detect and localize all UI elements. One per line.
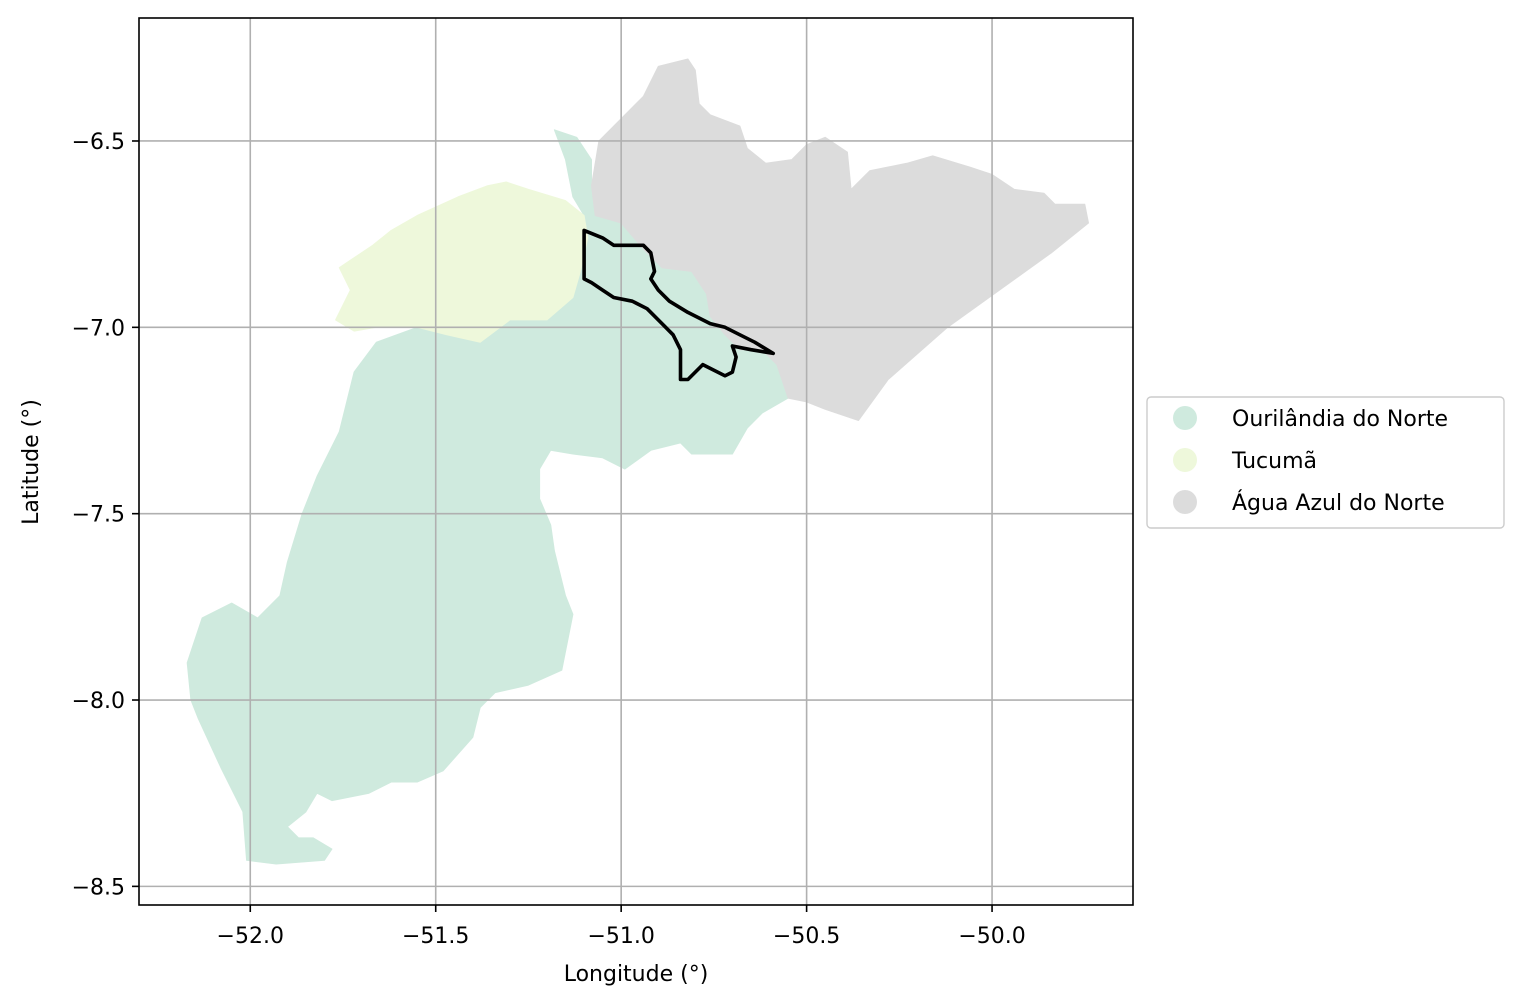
highlight-outline: [582, 228, 776, 382]
x-tick-label: −51.5: [402, 924, 469, 949]
y-axis-ticks: −6.5 −7.0 −7.5 −8.0 −8.5: [72, 130, 139, 900]
grid-layer: [139, 18, 1133, 905]
regions-layer: [186, 58, 1089, 865]
y-tick-label: −7.5: [72, 503, 125, 528]
legend-label-agua-azul-do-norte: Água Azul do Norte: [1232, 490, 1445, 516]
y-tick-label: −7.0: [72, 316, 125, 341]
legend-marker-tucuma: [1173, 448, 1197, 472]
legend-items: Ourilândia do Norte Tucumã Água Azul do No…: [1173, 406, 1448, 516]
y-tick-label: −8.5: [72, 875, 125, 900]
x-tick-label: −50.5: [773, 924, 840, 949]
legend-label-tucuma: Tucumã: [1231, 449, 1317, 474]
x-axis-ticks: −52.0 −51.5 −51.0 −50.5 −50.0: [217, 905, 1026, 949]
legend-label-ourilandia-do-norte: Ourilândia do Norte: [1232, 407, 1448, 432]
y-tick-label: −6.5: [72, 130, 125, 155]
region-tucuma: [335, 181, 589, 343]
plot-frame: [138, 17, 1134, 906]
legend-marker-ourilandia-do-norte: [1173, 406, 1197, 430]
region-agua-azul-do-norte: [591, 58, 1089, 421]
x-tick-label: −52.0: [217, 924, 284, 949]
legend-marker-agua-azul-do-norte: [1173, 490, 1197, 514]
outline-layer: [582, 228, 776, 382]
x-axis-label: Longitude (°): [564, 962, 709, 987]
y-tick-label: −8.0: [72, 689, 125, 714]
legend: Ourilândia do Norte Tucumã Água Azul do No…: [1146, 396, 1505, 529]
x-tick-label: −51.0: [587, 924, 654, 949]
y-axis-label: Latitude (°): [19, 399, 44, 525]
legend-box: [1146, 396, 1505, 529]
x-tick-label: −50.0: [958, 924, 1025, 949]
